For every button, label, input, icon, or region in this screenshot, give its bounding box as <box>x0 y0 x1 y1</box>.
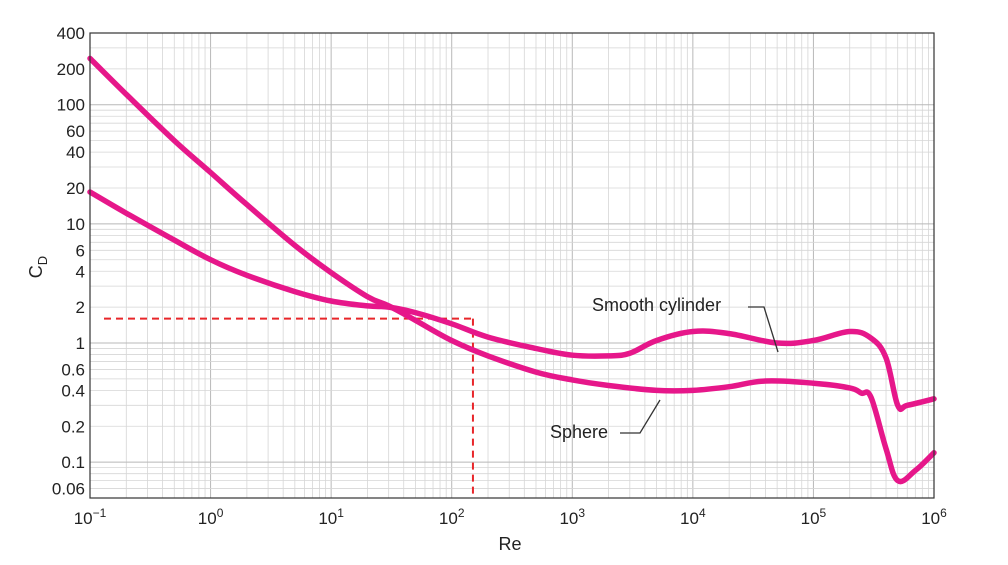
y-axis-label: CD <box>26 256 50 278</box>
y-axis-label-main: C <box>26 265 46 278</box>
x-tick-exponent: 5 <box>820 506 827 520</box>
y-tick-label: 20 <box>66 179 85 198</box>
x-tick-exponent: 2 <box>458 506 465 520</box>
x-tick-exponent: 6 <box>940 506 947 520</box>
x-tick-exponent: 3 <box>578 506 585 520</box>
smooth-cylinder-leader <box>748 306 779 353</box>
x-tick-base: 10 <box>439 509 458 528</box>
sphere-curve <box>87 55 937 485</box>
x-tick-label: 101 <box>318 506 344 528</box>
x-tick-exponent: −1 <box>93 506 107 520</box>
x-tick-base: 10 <box>921 509 940 528</box>
x-tick-exponent: 1 <box>337 506 344 520</box>
y-tick-label: 4 <box>76 262 85 281</box>
y-tick-label: 2 <box>76 298 85 317</box>
x-tick-base: 10 <box>680 509 699 528</box>
reference-lines <box>104 317 474 498</box>
x-tick-labels: 10−1 100 101 102 103 104 105 106 <box>74 506 947 528</box>
y-tick-label: 6 <box>76 241 85 260</box>
x-tick-base: 10 <box>559 509 578 528</box>
y-tick-label: 0.4 <box>61 381 85 400</box>
x-tick-label: 103 <box>559 506 585 528</box>
x-tick-exponent: 4 <box>699 506 706 520</box>
x-tick-label: 10−1 <box>74 506 107 528</box>
x-tick-label: 104 <box>680 506 706 528</box>
y-tick-labels: 400 200 100 60 40 20 10 6 4 2 1 0.6 0.4 0.2 0.1 0.06 <box>52 24 85 499</box>
sphere-label: Sphere <box>550 422 608 442</box>
y-axis-label-sub: D <box>35 256 50 265</box>
smooth-cylinder-annotation: Smooth cylinder <box>592 295 779 353</box>
x-tick-base: 10 <box>318 509 337 528</box>
y-tick-label: 0.06 <box>52 480 85 499</box>
x-axis-label: Re <box>498 534 521 554</box>
x-tick-exponent: 0 <box>217 506 224 520</box>
x-tick-label: 105 <box>801 506 827 528</box>
x-tick-label: 102 <box>439 506 465 528</box>
y-tick-label: 400 <box>57 24 85 43</box>
x-tick-base: 10 <box>74 509 93 528</box>
x-tick-base: 10 <box>198 509 217 528</box>
sphere-annotation: Sphere <box>550 399 661 442</box>
y-tick-label: 100 <box>57 96 85 115</box>
y-tick-label: 0.1 <box>61 453 85 472</box>
sphere-leader <box>620 399 661 434</box>
y-tick-label: 200 <box>57 60 85 79</box>
y-tick-label: 10 <box>66 215 85 234</box>
x-tick-base: 10 <box>801 509 820 528</box>
x-tick-label: 106 <box>921 506 947 528</box>
smooth-cylinder-curve <box>87 189 937 413</box>
y-tick-label: 0.6 <box>61 360 85 379</box>
grid <box>89 32 934 499</box>
y-tick-label: 1 <box>76 334 85 353</box>
x-tick-label: 100 <box>198 506 224 528</box>
y-tick-label: 0.2 <box>61 417 85 436</box>
plot-frame <box>89 32 935 499</box>
y-tick-label: 60 <box>66 122 85 141</box>
smooth-cylinder-label: Smooth cylinder <box>592 295 721 315</box>
y-tick-label: 40 <box>66 143 85 162</box>
curves <box>87 55 937 485</box>
